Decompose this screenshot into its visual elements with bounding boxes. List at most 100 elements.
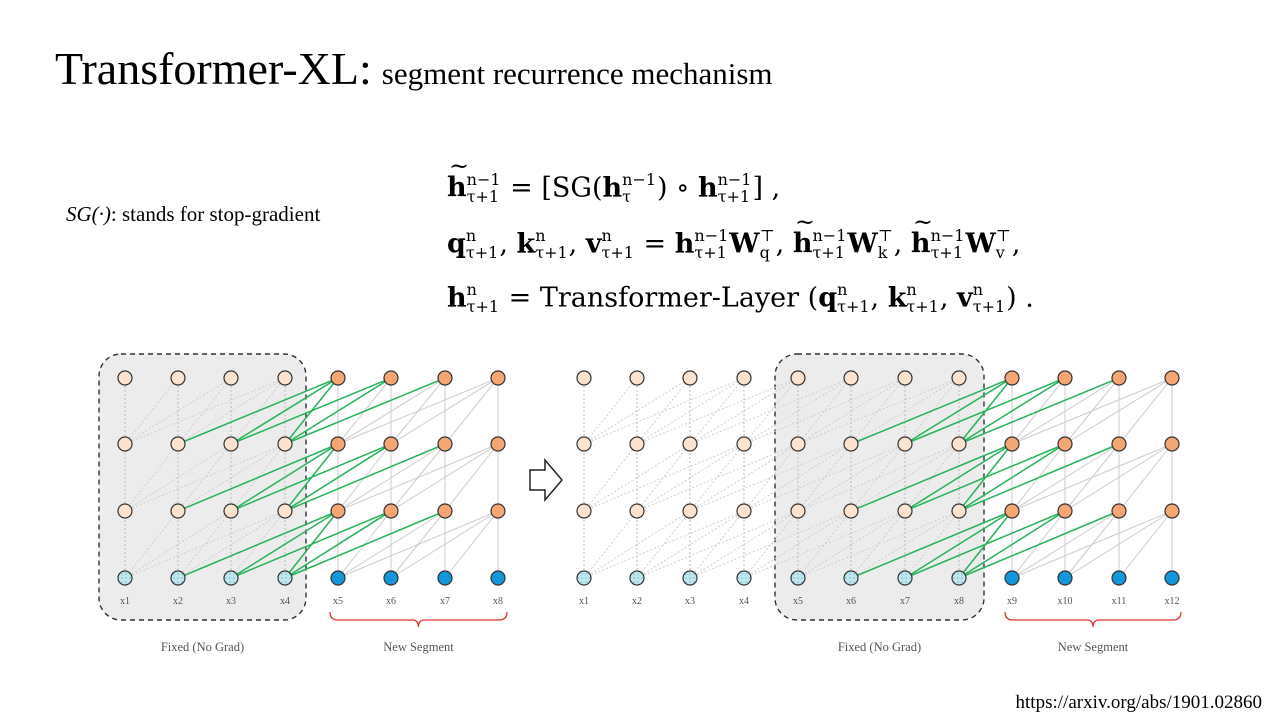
right-context-edge bbox=[636, 510, 745, 579]
left-hidden-node bbox=[223, 503, 239, 519]
right-hidden-node bbox=[1004, 370, 1020, 386]
right-fixed-segment-box bbox=[774, 353, 985, 621]
right-hidden-node bbox=[1004, 436, 1020, 452]
left-token-label: x2 bbox=[173, 596, 183, 607]
left-hidden-node bbox=[117, 370, 133, 386]
equation-3: h n τ+1 = Transformer-Layer (q n τ+1, k n τ+1,… bbox=[447, 280, 1034, 316]
left-hidden-node bbox=[170, 436, 186, 452]
right-context-edge bbox=[689, 510, 852, 579]
right-hidden-node bbox=[576, 436, 592, 452]
left-hidden-node bbox=[437, 370, 453, 386]
right-hidden-node bbox=[736, 370, 752, 386]
right-hidden-node bbox=[576, 503, 592, 519]
left-context-edge bbox=[124, 510, 286, 579]
right-input-node bbox=[843, 570, 859, 586]
right-context-edge bbox=[636, 510, 691, 579]
left-hidden-node bbox=[223, 436, 239, 452]
left-input-node bbox=[170, 570, 186, 586]
right-attention-edge bbox=[904, 377, 1066, 445]
right-attention-edge bbox=[904, 443, 1013, 512]
right-input-node bbox=[682, 570, 698, 586]
left-input-node bbox=[490, 570, 506, 586]
right-input-node bbox=[951, 570, 967, 586]
left-attention-edge bbox=[230, 510, 339, 579]
right-context-edge bbox=[797, 510, 906, 579]
sg-text: : stands for stop-gradient bbox=[110, 202, 321, 226]
left-input-node bbox=[437, 570, 453, 586]
right-hidden-node bbox=[629, 436, 645, 452]
left-attention-edge bbox=[230, 377, 339, 445]
left-attention-edge bbox=[230, 443, 339, 512]
sg-symbol: SG(·) bbox=[66, 202, 111, 226]
left-context-edge bbox=[124, 377, 286, 445]
right-context-edge bbox=[743, 377, 852, 445]
right-hidden-node bbox=[629, 503, 645, 519]
right-context-edge bbox=[636, 443, 799, 512]
left-context-edge bbox=[124, 443, 286, 512]
right-attention-edge bbox=[958, 443, 1120, 512]
right-token-label: x8 bbox=[954, 596, 964, 607]
next-step-arrow-icon bbox=[529, 457, 563, 503]
right-token-label: x12 bbox=[1165, 596, 1180, 607]
left-fixed-label: Fixed (No Grad) bbox=[161, 640, 244, 654]
right-context-edge bbox=[636, 377, 799, 445]
right-attention-edge bbox=[958, 443, 1066, 512]
right-input-node bbox=[736, 570, 752, 586]
right-context-edge bbox=[636, 377, 691, 445]
equation-1: hn−1τ+1 = [SG(hn−1τ) ∘ hn−1τ+1] , bbox=[447, 154, 780, 206]
left-context-edge bbox=[337, 510, 499, 579]
left-fixed-segment-box bbox=[98, 353, 307, 621]
right-context-edge bbox=[1064, 443, 1173, 512]
right-context-edge bbox=[689, 377, 799, 445]
left-context-edge bbox=[337, 443, 446, 512]
left-token-label: x8 bbox=[493, 596, 503, 607]
left-hidden-node bbox=[383, 436, 399, 452]
right-hidden-node bbox=[736, 503, 752, 519]
left-hidden-node bbox=[383, 370, 399, 386]
right-context-edge bbox=[850, 377, 960, 445]
right-context-edge bbox=[743, 443, 906, 512]
right-context-edge bbox=[689, 510, 745, 579]
right-context-edge bbox=[850, 510, 960, 579]
right-context-edge bbox=[1011, 377, 1173, 445]
right-hidden-node bbox=[790, 436, 806, 452]
right-hidden-node bbox=[951, 370, 967, 386]
right-context-edge bbox=[583, 443, 638, 512]
left-attention-edge bbox=[284, 510, 446, 579]
right-hidden-node bbox=[1164, 436, 1180, 452]
right-token-label: x10 bbox=[1058, 596, 1073, 607]
right-token-label: x6 bbox=[846, 596, 856, 607]
right-context-edge bbox=[743, 510, 852, 579]
right-context-edge bbox=[743, 443, 852, 512]
left-hidden-node bbox=[277, 370, 293, 386]
right-context-edge bbox=[1011, 510, 1120, 579]
right-attention-edge bbox=[904, 510, 1066, 579]
left-new-segment-label: New Segment bbox=[383, 640, 454, 654]
left-context-edge bbox=[124, 377, 232, 445]
right-context-edge bbox=[850, 443, 960, 512]
right-context-edge bbox=[636, 510, 799, 579]
right-hidden-node bbox=[897, 503, 913, 519]
right-attention-edge bbox=[958, 377, 1120, 445]
right-hidden-node bbox=[1111, 370, 1127, 386]
right-attention-edge bbox=[958, 510, 1066, 579]
right-hidden-node bbox=[576, 370, 592, 386]
left-hidden-node bbox=[330, 370, 346, 386]
left-hidden-node bbox=[117, 503, 133, 519]
left-attention-edge bbox=[177, 443, 339, 512]
title-sub: segment recurrence mechanism bbox=[381, 56, 773, 91]
right-context-edge bbox=[1118, 510, 1173, 579]
left-hidden-node bbox=[170, 370, 186, 386]
equation-2: qnτ+1, knτ+1, vnτ+1 = hn−1τ+1W⊤q, hn−1τ+… bbox=[447, 210, 1020, 262]
right-input-node bbox=[1111, 570, 1127, 586]
left-attention-edge bbox=[230, 510, 392, 579]
left-context-edge bbox=[390, 510, 499, 579]
left-attention-edge bbox=[177, 377, 339, 445]
left-input-node bbox=[330, 570, 346, 586]
right-attention-edge bbox=[904, 510, 1013, 579]
right-hidden-node bbox=[951, 436, 967, 452]
right-token-label: x11 bbox=[1112, 596, 1127, 607]
left-attention-edge bbox=[284, 377, 446, 445]
left-token-label: x5 bbox=[333, 596, 343, 607]
right-hidden-node bbox=[1057, 503, 1073, 519]
